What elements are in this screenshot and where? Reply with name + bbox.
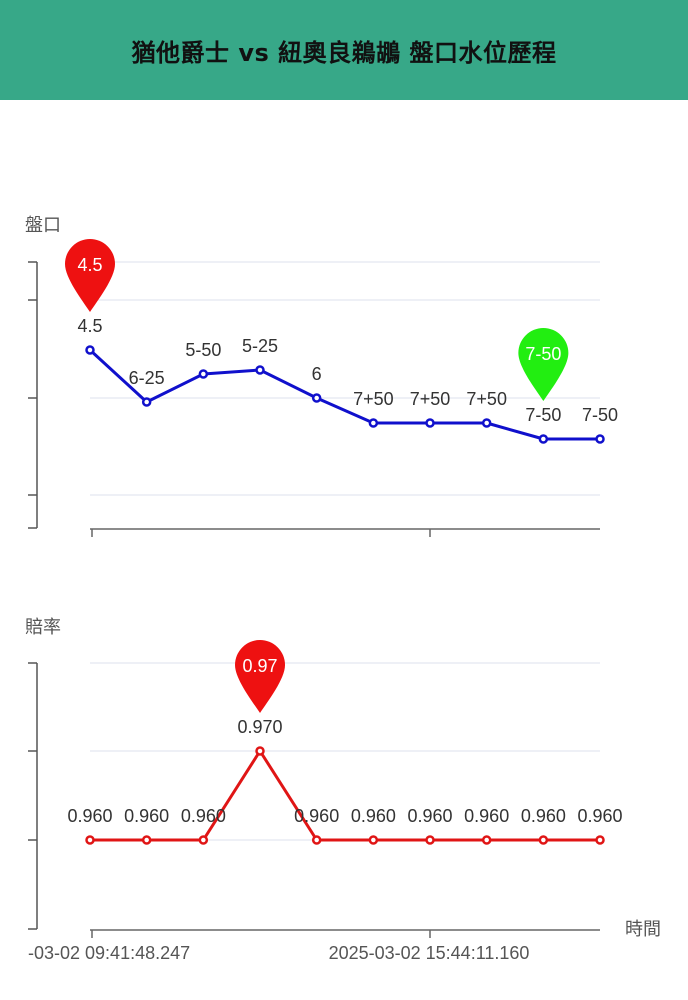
data-point bbox=[198, 835, 209, 845]
data-point bbox=[141, 835, 152, 845]
data-point bbox=[425, 835, 435, 845]
data-point bbox=[198, 369, 209, 379]
data-label: 0.960 bbox=[181, 806, 226, 826]
data-point bbox=[481, 418, 492, 428]
marker-pin-min-label: 7-50 bbox=[525, 344, 561, 364]
page-title: 猶他爵士 vs 紐奧良鵜鶘 盤口水位歷程 bbox=[131, 38, 557, 67]
data-label: 5-25 bbox=[242, 336, 278, 356]
data-label: 5-50 bbox=[185, 340, 221, 360]
data-label: 0.960 bbox=[67, 806, 112, 826]
series-line bbox=[88, 348, 601, 441]
data-label: 6-25 bbox=[129, 368, 165, 388]
data-point bbox=[538, 434, 549, 444]
data-label: 0.960 bbox=[407, 806, 452, 826]
data-point bbox=[311, 835, 322, 845]
data-label: 6 bbox=[312, 364, 322, 384]
data-label: 7-50 bbox=[525, 405, 561, 425]
data-label: 7+50 bbox=[410, 389, 451, 409]
x-tick-label: 2025-03-02 15:44:11.160 bbox=[329, 943, 530, 963]
marker-pin-max: 4.5 bbox=[65, 239, 115, 312]
marker-pin-max: 0.97 bbox=[235, 640, 286, 713]
data-label: 0.960 bbox=[464, 806, 509, 826]
data-point bbox=[141, 397, 152, 407]
data-point bbox=[311, 393, 322, 403]
data-label: 0.970 bbox=[237, 717, 282, 737]
marker-pin-min: 7-50 bbox=[518, 328, 569, 401]
data-label: 7-50 bbox=[582, 405, 618, 425]
marker-pin-min-shape bbox=[518, 328, 569, 401]
chart-panel-2: 賠率 0.960 0.960 0.960 0.970 0.960 0.960 0.960 0.9… bbox=[25, 617, 661, 963]
data-label: 0.960 bbox=[521, 806, 566, 826]
data-point bbox=[85, 345, 95, 355]
data-point bbox=[255, 746, 265, 756]
page-header: 猶他爵士 vs 紐奧良鵜鶘 盤口水位歷程 bbox=[0, 0, 688, 100]
series-line bbox=[90, 749, 601, 842]
y-axis-label: 盤口 bbox=[25, 215, 61, 236]
x-tick-label: -03-02 09:41:48.247 bbox=[28, 943, 190, 963]
data-point bbox=[595, 835, 605, 845]
marker-pin-max-shape bbox=[235, 640, 286, 713]
data-label: 7+50 bbox=[466, 389, 507, 409]
data-point bbox=[425, 418, 435, 428]
marker-pin-max-label: 4.5 bbox=[77, 255, 102, 275]
chart-panel-1: 盤口 4.5 6-25 5-50 5-25 6 7+50 7+50 7+50 7-50 7-50 bbox=[25, 215, 618, 537]
data-point bbox=[368, 835, 379, 845]
data-point bbox=[85, 835, 95, 845]
data-point bbox=[481, 835, 492, 845]
marker-pin-max-label: 0.97 bbox=[242, 656, 277, 676]
data-label: 0.960 bbox=[294, 806, 339, 826]
data-label: 4.5 bbox=[77, 316, 102, 336]
data-label: 0.960 bbox=[578, 806, 623, 826]
data-point bbox=[368, 418, 379, 428]
data-label: 0.960 bbox=[124, 806, 169, 826]
data-label: 0.960 bbox=[351, 806, 396, 826]
data-label: 7+50 bbox=[353, 389, 394, 409]
x-axis-label: 時間 bbox=[625, 919, 661, 940]
marker-pin-max-shape bbox=[65, 239, 115, 312]
data-point bbox=[538, 835, 549, 845]
y-axis-label: 賠率 bbox=[25, 617, 61, 638]
data-point bbox=[255, 365, 265, 375]
data-point bbox=[595, 434, 605, 444]
